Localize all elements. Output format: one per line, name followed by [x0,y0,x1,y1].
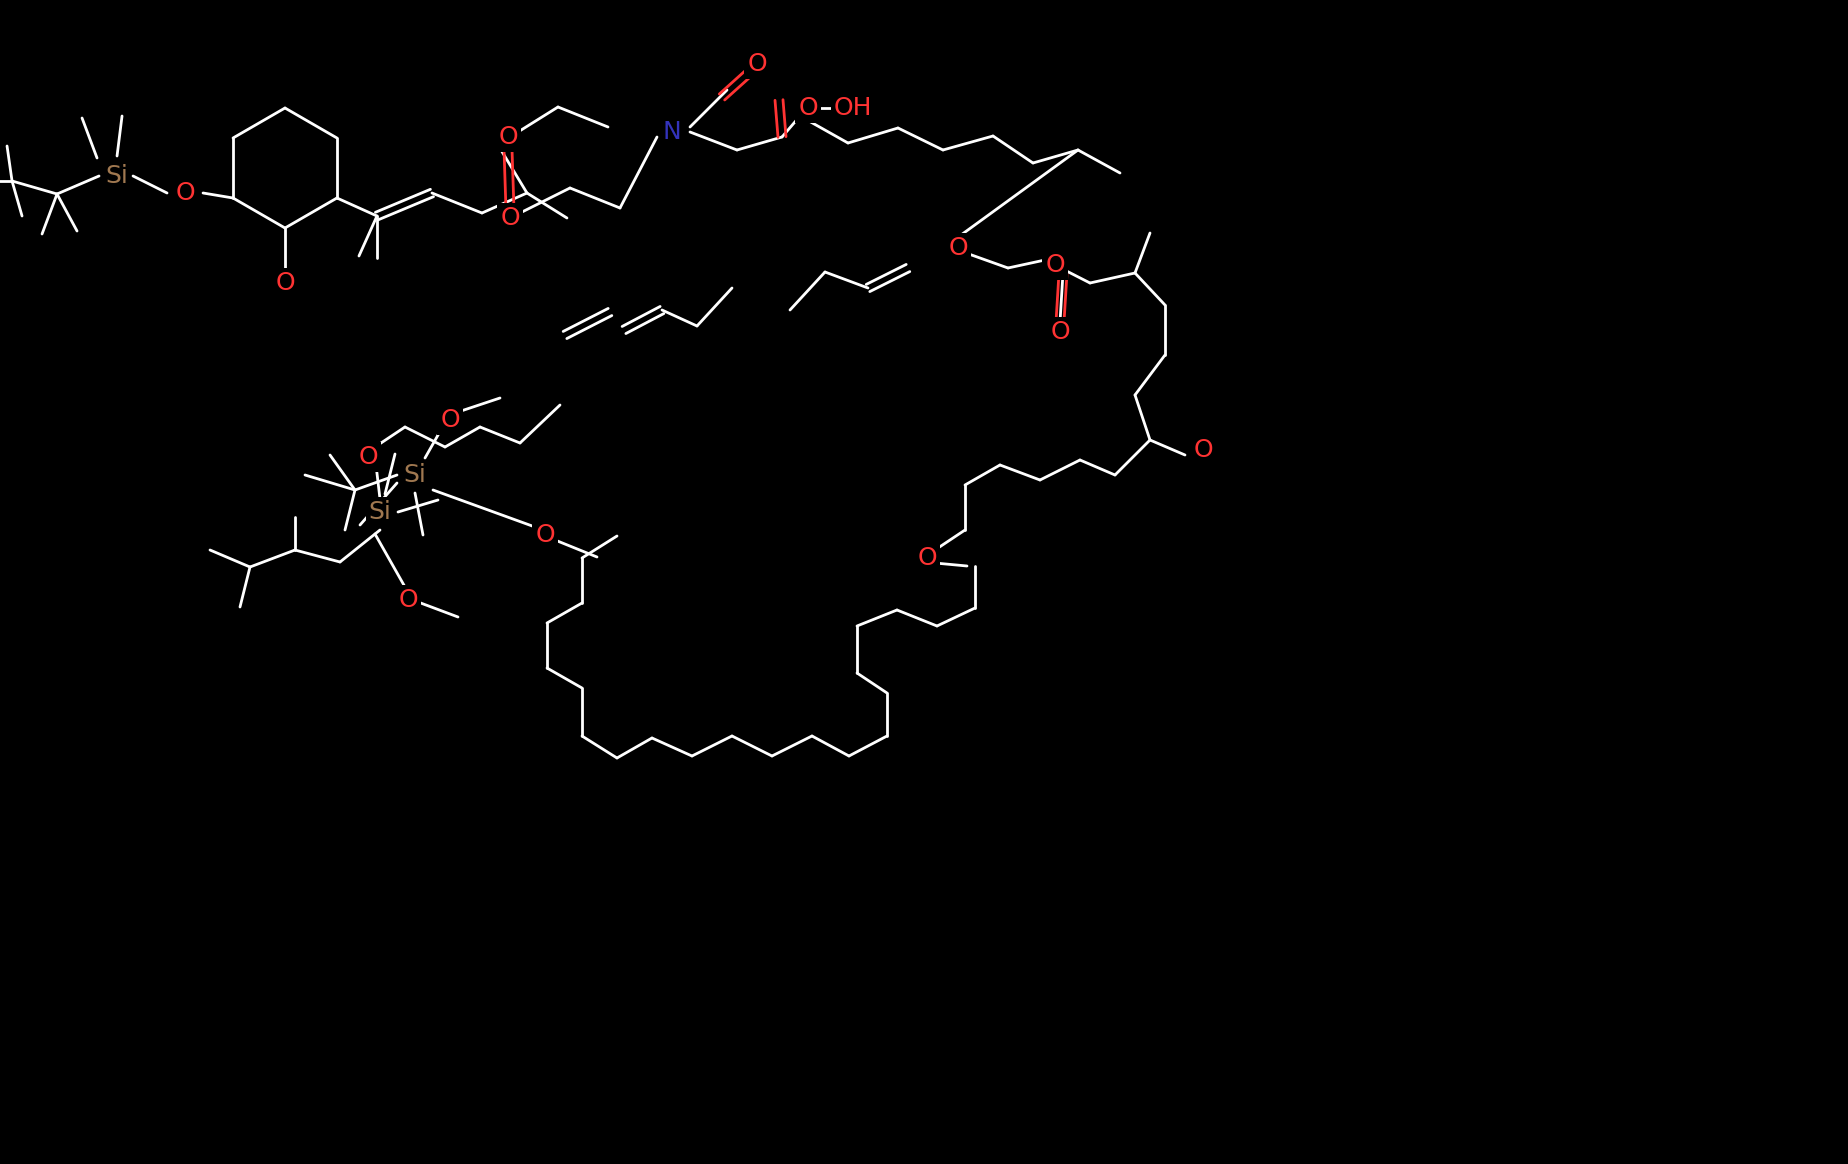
Text: O: O [397,588,418,612]
Text: O: O [275,271,296,294]
Text: O: O [1050,320,1070,345]
Text: O: O [176,180,194,205]
Text: O: O [798,95,819,120]
Text: O: O [501,206,519,230]
Text: O: O [499,125,517,149]
Text: O: O [440,409,460,432]
Text: O: O [747,52,767,76]
Text: OH: OH [833,95,872,120]
Text: O: O [948,236,968,260]
Text: Si: Si [403,463,427,487]
Text: O: O [1194,438,1212,462]
Text: O: O [917,546,937,570]
Text: O: O [1046,253,1064,277]
Text: O: O [536,523,554,547]
Text: N: N [663,120,682,144]
Text: Si: Si [368,501,392,524]
Text: Si: Si [105,164,129,189]
Text: O: O [359,445,377,469]
